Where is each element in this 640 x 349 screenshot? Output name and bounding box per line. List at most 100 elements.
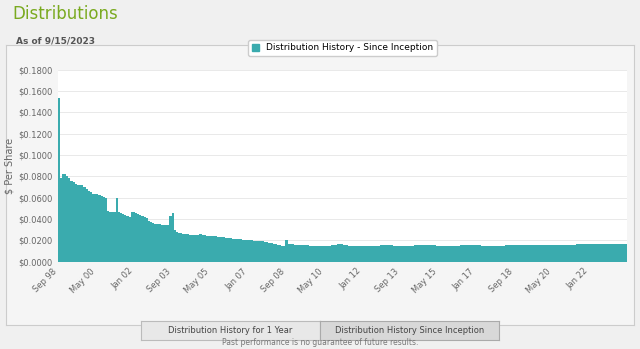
Bar — [387, 245, 388, 262]
Bar — [539, 245, 541, 262]
Bar — [395, 246, 397, 262]
Bar — [99, 195, 100, 262]
Bar — [367, 246, 369, 262]
Bar — [200, 234, 202, 262]
Bar — [458, 246, 460, 262]
Bar — [485, 246, 488, 262]
Bar — [548, 245, 550, 262]
Bar — [92, 193, 94, 262]
Bar — [137, 214, 140, 262]
Bar — [223, 237, 225, 262]
Text: Past performance is no guarantee of future results.: Past performance is no guarantee of futu… — [222, 338, 418, 347]
Bar — [535, 245, 537, 262]
Bar — [464, 245, 466, 262]
Bar — [64, 174, 66, 262]
Bar — [472, 245, 475, 262]
Bar — [623, 244, 625, 262]
Bar — [230, 238, 232, 262]
Bar — [337, 244, 339, 262]
Bar — [529, 245, 531, 262]
Bar — [270, 243, 273, 262]
Bar — [202, 235, 204, 262]
Bar — [217, 237, 219, 262]
Bar — [335, 245, 337, 262]
Bar — [537, 245, 539, 262]
Bar — [561, 245, 563, 262]
Bar — [344, 245, 346, 262]
Bar — [616, 244, 619, 262]
Bar — [449, 246, 451, 262]
Bar — [131, 211, 133, 262]
Bar — [264, 242, 266, 262]
Bar — [60, 178, 62, 262]
Bar — [554, 245, 556, 262]
Bar — [573, 245, 575, 262]
Bar — [488, 246, 490, 262]
Bar — [545, 245, 548, 262]
Bar — [348, 246, 350, 262]
Bar — [408, 246, 410, 262]
Bar — [75, 184, 77, 262]
Bar — [602, 244, 604, 262]
Bar — [507, 245, 509, 262]
Bar — [559, 245, 561, 262]
Bar — [466, 245, 468, 262]
Bar — [141, 216, 143, 262]
Bar — [285, 240, 287, 262]
Bar — [225, 238, 227, 262]
Bar — [148, 221, 150, 262]
Bar — [447, 246, 449, 262]
Bar — [461, 245, 464, 262]
Bar — [415, 245, 417, 262]
Bar — [597, 244, 599, 262]
Bar — [255, 241, 257, 262]
Bar — [66, 177, 68, 262]
Bar — [298, 245, 301, 262]
Bar — [431, 245, 434, 262]
Bar — [428, 245, 429, 262]
Bar — [154, 224, 156, 262]
Bar — [301, 245, 303, 262]
Bar — [369, 246, 371, 262]
Bar — [591, 244, 593, 262]
Bar — [502, 246, 505, 262]
Bar — [610, 244, 612, 262]
Bar — [531, 245, 532, 262]
Bar — [191, 235, 193, 262]
Bar — [388, 245, 391, 262]
Bar — [176, 232, 178, 262]
Bar — [187, 234, 189, 262]
Bar — [567, 245, 569, 262]
Bar — [197, 235, 200, 262]
Bar — [96, 193, 99, 262]
Bar — [68, 178, 70, 262]
Bar — [244, 240, 247, 262]
Bar — [339, 244, 341, 262]
Bar — [86, 189, 88, 262]
Bar — [262, 242, 264, 262]
Bar — [500, 246, 502, 262]
Bar — [204, 235, 206, 262]
Bar — [584, 244, 586, 262]
Bar — [526, 245, 529, 262]
Bar — [124, 215, 126, 262]
Bar — [572, 245, 573, 262]
Bar — [509, 245, 511, 262]
Bar — [100, 196, 103, 262]
Bar — [578, 244, 580, 262]
Bar — [593, 244, 595, 262]
Bar — [582, 244, 584, 262]
Bar — [227, 238, 230, 262]
Bar — [249, 240, 251, 262]
Bar — [150, 222, 152, 262]
Bar — [94, 193, 96, 262]
Bar — [311, 246, 314, 262]
Bar — [251, 240, 253, 262]
Bar — [354, 246, 356, 262]
Bar — [212, 236, 214, 262]
Bar — [460, 245, 461, 262]
Bar — [374, 246, 376, 262]
Bar — [492, 246, 494, 262]
Bar — [294, 245, 296, 262]
Bar — [490, 246, 492, 262]
